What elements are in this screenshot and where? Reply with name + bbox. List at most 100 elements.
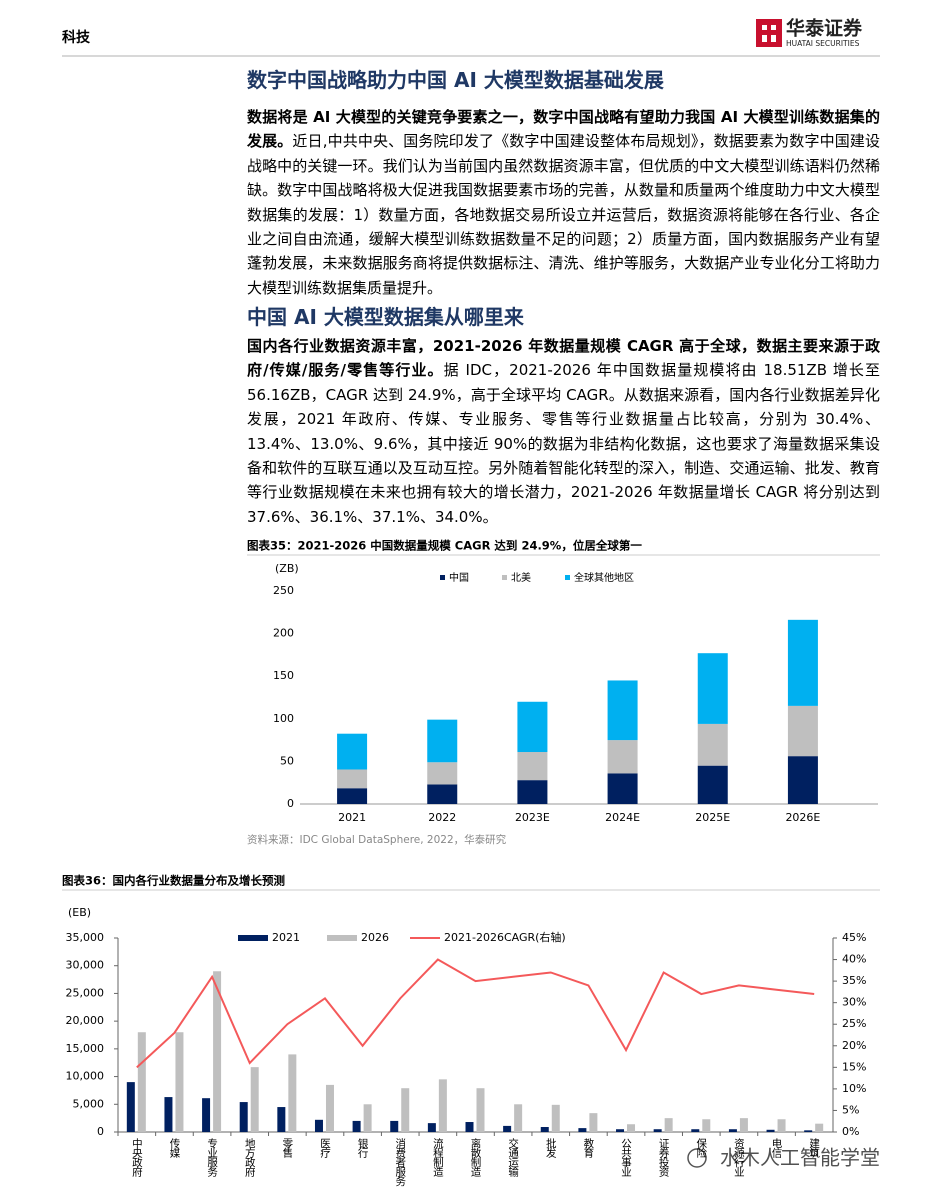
legend-swatch xyxy=(502,575,507,580)
watermark-text: 水木人工智能学堂 xyxy=(720,1146,880,1170)
bar xyxy=(578,1128,587,1132)
bar-segment xyxy=(337,769,368,789)
logo-icon-part xyxy=(762,35,767,42)
bar xyxy=(728,1129,737,1132)
y2-tick-label: 40% xyxy=(842,953,866,966)
logo-icon-part xyxy=(762,25,767,30)
paragraph: 数据将是 AI 大模型的关键竞争要素之一，数字中国战略有望助力我国 AI 大模型… xyxy=(247,105,880,300)
legend-swatch xyxy=(565,575,570,580)
bar-segment xyxy=(607,740,638,774)
x-tick-label: 电信 xyxy=(771,1137,783,1159)
x-tick-label: 2021 xyxy=(338,811,366,824)
legend-label: 中国 xyxy=(449,571,469,584)
legend-label: 全球其他地区 xyxy=(574,571,634,584)
y-tick-label: 0 xyxy=(97,1125,104,1138)
paragraph-lead: 数据将是 AI 大模型的关键竞争要素之一，数字中国战略有望助力我国 AI 大模型… xyxy=(247,108,880,151)
bar xyxy=(213,971,222,1132)
y-tick-label: 20,000 xyxy=(66,1014,105,1027)
bar xyxy=(288,1054,297,1132)
bar-segment xyxy=(787,756,818,804)
legend-label: 2026 xyxy=(361,931,389,944)
x-tick-label: 交通运输 xyxy=(507,1137,519,1178)
bar-segment xyxy=(427,784,458,804)
bar xyxy=(514,1104,523,1132)
x-tick-label: 中央政府 xyxy=(131,1137,143,1178)
bar xyxy=(551,1104,560,1132)
y-tick-label: 0 xyxy=(287,797,294,810)
figure-caption: 图表35：2021-2026 中国数据量规模 CAGR 达到 24.9%，位居全… xyxy=(247,539,642,553)
bar xyxy=(277,1107,286,1132)
bar-segment xyxy=(697,653,728,724)
x-tick-label: 资源行业 xyxy=(733,1138,745,1177)
y-axis-unit: (ZB) xyxy=(275,562,299,575)
logo: 华泰证券 HUATAI SECURITIES xyxy=(756,17,863,48)
legend-label: 2021 xyxy=(272,931,300,944)
watermark: 水木人工智能学堂 xyxy=(687,1146,880,1170)
x-tick-label: 地方政府 xyxy=(244,1137,256,1178)
bar xyxy=(137,1032,146,1132)
bar xyxy=(438,1079,447,1132)
bar xyxy=(691,1129,700,1132)
bar xyxy=(702,1119,711,1132)
y-tick-label: 50 xyxy=(280,754,294,767)
y-tick-label: 100 xyxy=(273,712,294,725)
bar xyxy=(164,1097,173,1132)
bar xyxy=(777,1119,786,1132)
bar-segment xyxy=(697,765,728,804)
bar-segment xyxy=(517,752,548,781)
y-tick-label: 200 xyxy=(273,627,294,640)
y-tick-label: 25,000 xyxy=(66,986,105,999)
bar xyxy=(664,1118,673,1132)
logo-cn: 华泰证券 xyxy=(786,17,863,40)
bar-segment xyxy=(517,780,548,804)
x-tick-label: 教育 xyxy=(582,1137,594,1159)
cagr-line xyxy=(136,958,815,1069)
bar xyxy=(476,1088,485,1132)
bar xyxy=(616,1129,625,1132)
bar xyxy=(503,1125,512,1132)
y2-tick-label: 0% xyxy=(842,1125,859,1138)
x-tick-label: 2024E xyxy=(605,811,640,824)
bar xyxy=(540,1127,549,1132)
legend-swatch xyxy=(440,575,445,580)
legend-swatch xyxy=(327,935,357,941)
bar-segment xyxy=(517,701,548,753)
bar xyxy=(401,1088,410,1132)
bar-segment xyxy=(427,719,458,763)
x-tick-label: 2022 xyxy=(428,811,456,824)
y2-tick-label: 25% xyxy=(842,1017,866,1030)
bar-segment xyxy=(337,733,368,770)
x-tick-label: 消费者服务 xyxy=(394,1137,406,1187)
bar-segment xyxy=(787,705,818,757)
y-tick-label: 5,000 xyxy=(73,1097,105,1110)
bar xyxy=(815,1123,824,1132)
x-tick-label: 2023E xyxy=(515,811,550,824)
bar xyxy=(465,1122,474,1132)
paragraph-body: 据 IDC，2021-2026 年中国数据量规模将由 18.51ZB 增长至 5… xyxy=(247,361,881,526)
x-tick-label: 专业服务 xyxy=(206,1137,218,1178)
bar-segment xyxy=(607,680,638,741)
logo-icon xyxy=(756,19,782,47)
x-tick-label: 零售 xyxy=(281,1138,293,1159)
bar-segment xyxy=(697,723,728,766)
y2-tick-label: 45% xyxy=(842,931,866,944)
x-tick-label: 证券投资 xyxy=(658,1138,670,1178)
y-tick-label: 30,000 xyxy=(66,959,105,972)
logo-en: HUATAI SECURITIES xyxy=(786,39,860,48)
y-tick-label: 35,000 xyxy=(66,931,105,944)
y2-tick-label: 35% xyxy=(842,974,866,987)
legend-label: 2021-2026CAGR(右轴) xyxy=(444,930,566,944)
bar xyxy=(175,1032,184,1132)
y2-tick-label: 10% xyxy=(842,1082,866,1095)
bar xyxy=(363,1104,372,1132)
x-tick-label: 银行 xyxy=(357,1137,369,1159)
bar xyxy=(202,1098,211,1132)
y2-tick-label: 20% xyxy=(842,1039,866,1052)
bar-segment xyxy=(337,788,368,804)
y2-tick-label: 5% xyxy=(842,1103,859,1116)
bar xyxy=(325,1084,334,1132)
bar xyxy=(352,1120,361,1132)
x-tick-label: 流程制造 xyxy=(432,1137,444,1177)
x-tick-label: 2026E xyxy=(785,811,820,824)
